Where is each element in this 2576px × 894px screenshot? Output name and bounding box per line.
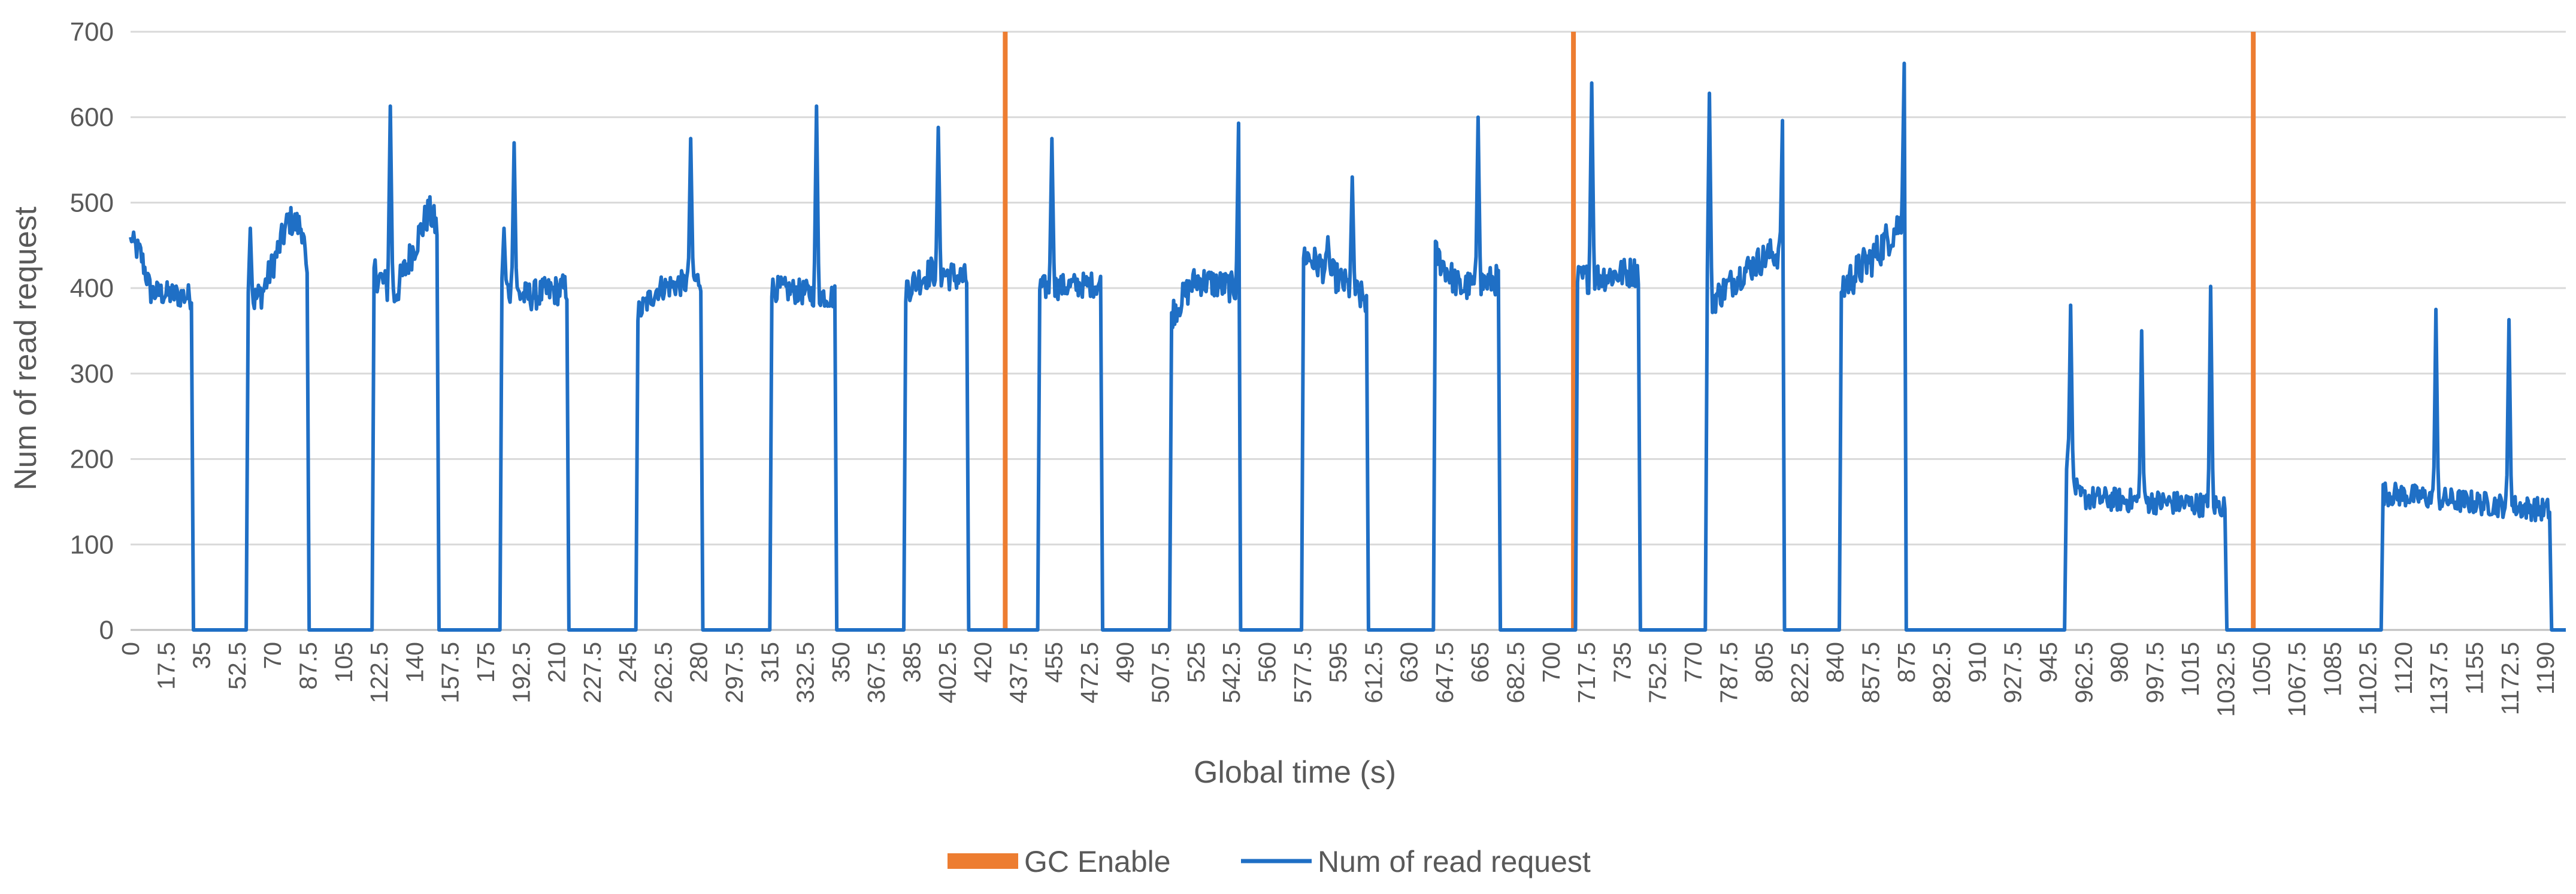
x-tick-label: 87.5 [294,642,322,690]
legend-swatch-gc-enable [948,853,1018,869]
x-tick-label: 910 [1963,642,1991,683]
x-tick-label: 1015 [2177,642,2204,696]
x-tick-label: 735 [1608,642,1636,683]
x-tick-label: 507.5 [1147,642,1175,704]
x-tick-label: 157.5 [437,642,464,704]
x-tick-label: 787.5 [1715,642,1742,704]
x-tick-label: 892.5 [1928,642,1956,704]
x-tick-label: 665 [1466,642,1494,683]
y-tick-label: 500 [70,188,114,217]
x-tick-label: 297.5 [721,642,748,704]
x-tick-label: 402.5 [934,642,961,704]
x-tick-label: 420 [969,642,997,683]
x-tick-label: 210 [543,642,571,683]
x-tick-label: 1067.5 [2283,642,2311,717]
gc-enable-marker [1003,32,1008,630]
x-tick-label: 367.5 [862,642,890,704]
y-tick-label: 300 [70,359,114,389]
x-tick-label: 70 [259,642,286,669]
x-tick-label: 840 [1821,642,1849,683]
x-tick-label: 472.5 [1076,642,1103,704]
x-tick-label: 962.5 [2070,642,2097,704]
y-tick-label: 400 [70,274,114,303]
x-tick-label: 315 [756,642,783,683]
x-tick-label: 525 [1182,642,1210,683]
legend-label-num-of-read-request: Num of read request [1318,845,1591,878]
x-tick-label: 1050 [2248,642,2275,696]
x-tick-label: 980 [2106,642,2133,683]
x-tick-label: 0 [117,642,144,656]
x-tick-label: 1032.5 [2212,642,2239,717]
x-tick-label: 770 [1679,642,1707,683]
gc-enable-marker [2251,32,2256,630]
x-tick-label: 1190 [2532,642,2559,695]
x-tick-label: 122.5 [365,642,393,704]
x-tick-label: 280 [685,642,713,683]
x-tick-label: 1172.5 [2496,642,2524,715]
x-tick-label: 262.5 [649,642,677,704]
x-tick-label: 1120 [2390,642,2417,695]
x-tick-label: 945 [2035,642,2062,683]
y-tick-label: 0 [99,616,114,645]
x-tick-label: 175 [472,642,500,683]
x-tick-label: 857.5 [1857,642,1884,704]
x-tick-label: 717.5 [1573,642,1600,704]
x-tick-label: 385 [898,642,926,683]
x-tick-label: 560 [1253,642,1281,683]
x-tick-label: 192.5 [507,642,535,704]
x-tick-label: 227.5 [579,642,606,704]
x-tick-label: 1155 [2461,642,2489,695]
x-tick-label: 997.5 [2141,642,2169,704]
x-tick-label: 682.5 [1502,642,1530,704]
y-axis-ticks: 0 100 200 300 400 500 600 700 [70,17,114,645]
x-tick-label: 245 [614,642,641,683]
y-axis-title: Num of read request [8,206,43,490]
x-tick-label: 805 [1751,642,1778,683]
x-axis-title: Global time (s) [1194,755,1396,790]
x-tick-label: 647.5 [1431,642,1458,704]
x-tick-label: 105 [330,642,358,683]
x-tick-label: 752.5 [1644,642,1672,704]
x-tick-label: 332.5 [792,642,819,704]
x-tick-label: 455 [1040,642,1068,683]
x-tick-label: 927.5 [1999,642,2027,704]
x-tick-label: 52.5 [223,642,251,690]
x-tick-label: 490 [1111,642,1139,683]
x-tick-label: 542.5 [1218,642,1245,704]
x-tick-label: 612.5 [1360,642,1387,704]
x-tick-label: 700 [1537,642,1565,683]
x-tick-label: 577.5 [1289,642,1316,704]
y-tick-label: 100 [70,530,114,559]
x-tick-label: 822.5 [1786,642,1814,704]
y-tick-label: 600 [70,103,114,132]
x-tick-label: 1137.5 [2425,642,2453,715]
y-tick-label: 200 [70,445,114,474]
x-tick-label: 595 [1324,642,1352,683]
x-tick-label: 1085 [2318,642,2346,696]
x-tick-label: 17.5 [152,642,180,690]
x-tick-label: 875 [1893,642,1920,683]
x-axis-ticks: 0 17.5 35 52.5 70 87.5 105 122.5 140 157.5 175 192.… [117,642,2559,717]
gc-enable-series [1003,32,2256,630]
legend-label-gc-enable: GC Enable [1024,845,1171,878]
legend: GC Enable Num of read request [948,845,1591,878]
y-tick-label: 700 [70,17,114,47]
x-tick-label: 350 [827,642,855,683]
x-tick-label: 1102.5 [2354,642,2382,715]
gc-enable-marker [1571,32,1576,630]
x-tick-label: 437.5 [1004,642,1032,704]
x-tick-label: 630 [1396,642,1423,683]
num-of-read-request-line [129,61,2566,632]
x-tick-label: 140 [401,642,428,683]
x-tick-label: 35 [188,642,216,669]
